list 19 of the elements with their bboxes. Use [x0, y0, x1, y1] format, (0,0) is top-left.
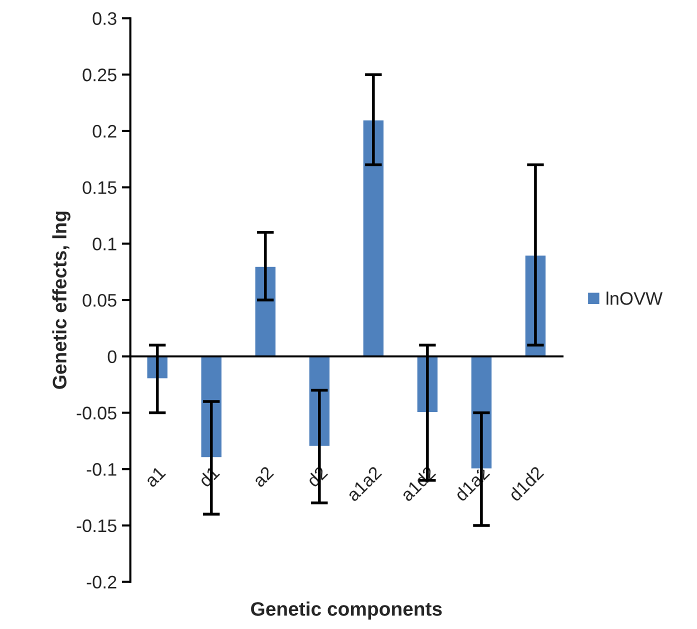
bar	[362, 118, 385, 358]
y-tick-label: -0.2	[86, 576, 116, 589]
x-tick-label: a2	[252, 466, 274, 488]
legend-label: lnOVW	[606, 292, 663, 305]
y-tick-label: -0.15	[76, 519, 116, 532]
y-tick-label: 0.05	[82, 294, 116, 307]
y-tick-label: 0.2	[92, 124, 116, 138]
x-tick-label: a1	[144, 466, 166, 488]
y-tick-label: -0.1	[86, 463, 116, 476]
y-tick-label: 0.25	[82, 68, 116, 82]
y-tick-label: 0.1	[92, 238, 116, 250]
y-axis-title: Genetic effects, lng	[52, 212, 70, 389]
bar	[470, 356, 493, 470]
bar	[254, 266, 277, 358]
x-axis-title: Genetic components	[251, 602, 442, 620]
y-tick-label: 0	[108, 350, 116, 364]
y-tick-label: 0.15	[82, 181, 116, 194]
y-tick-label: -0.05	[76, 406, 116, 420]
y-tick-label: 0.3	[92, 12, 116, 25]
